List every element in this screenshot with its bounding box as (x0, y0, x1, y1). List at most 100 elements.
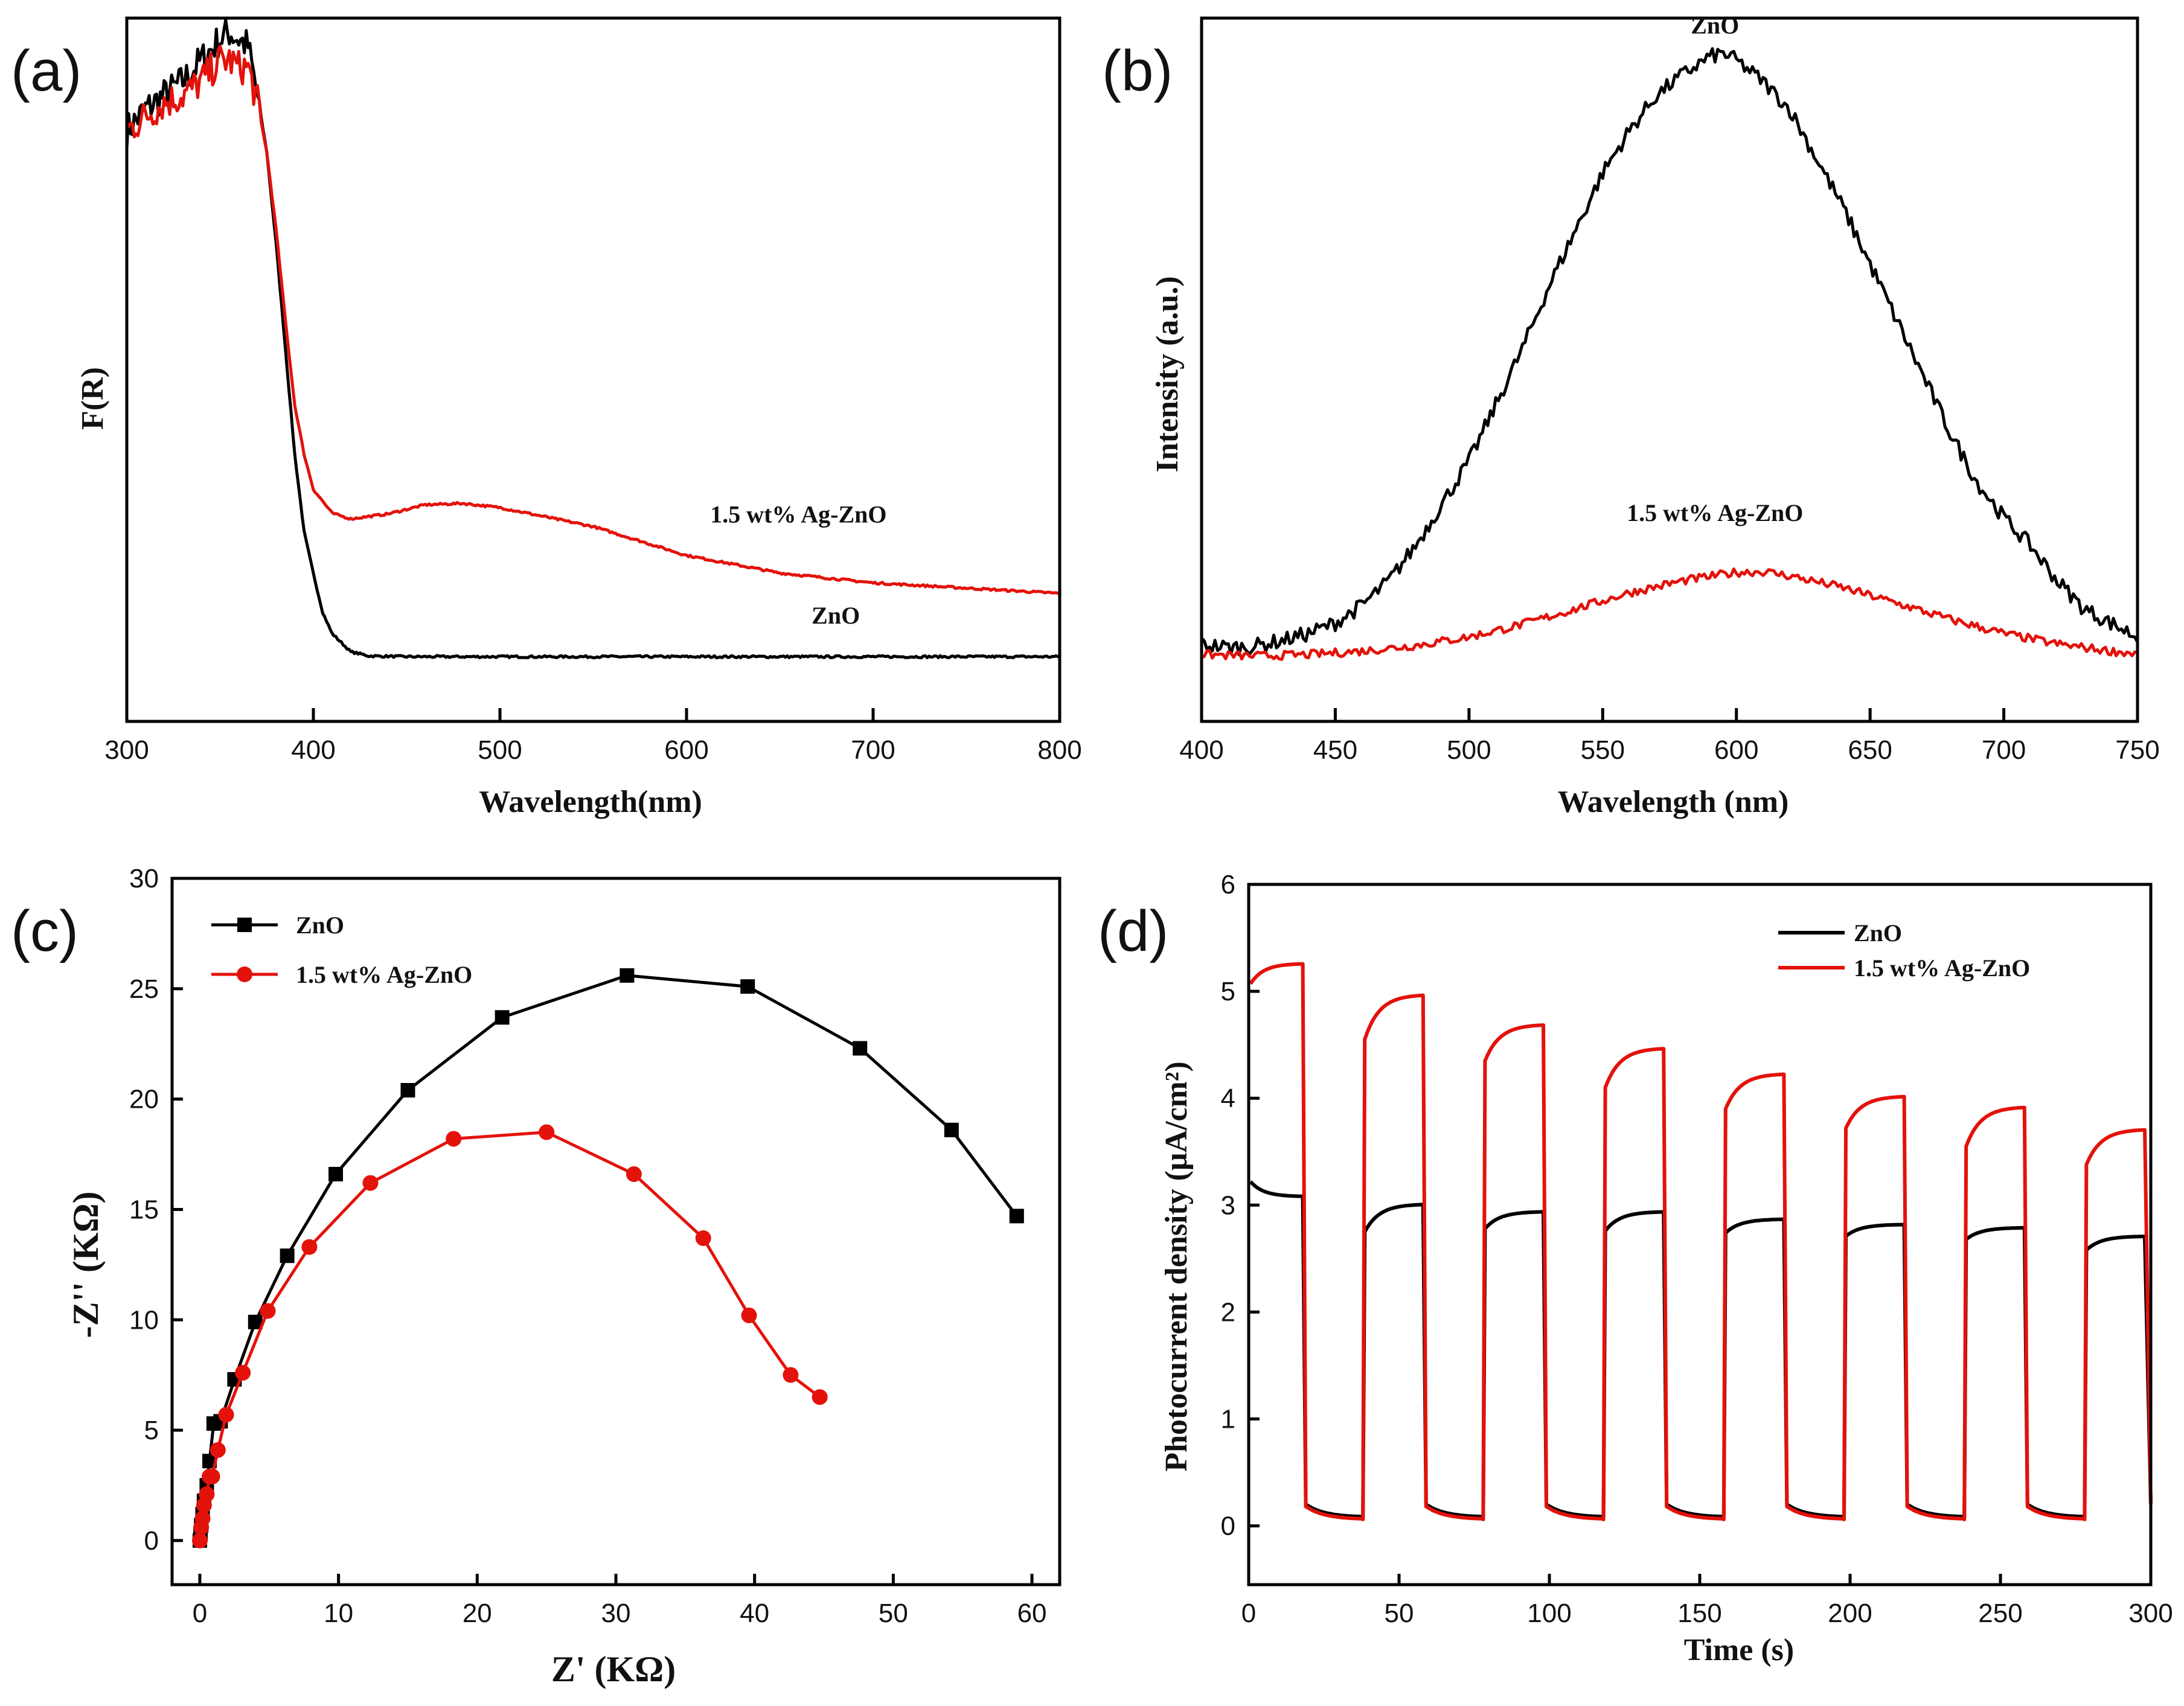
panel-c-x-tick-label: 10 (324, 1599, 353, 1628)
panel-d-x-tick-label: 150 (1677, 1599, 1721, 1628)
panel-d-letter: (d) (1098, 899, 1168, 963)
panel-d-legend: ZnO 1.5 wt% Ag-ZnO (1778, 919, 2030, 982)
legend-label-ag-zno: 1.5 wt% Ag-ZnO (1854, 954, 2030, 982)
panel-c-y-ticks: 0 5 10 15 20 25 30 (129, 864, 183, 1556)
panel-c-y-tick-label: 20 (129, 1085, 159, 1114)
data-point-ag-zno (191, 1532, 208, 1548)
panel-d-y-tick-label: 4 (1221, 1084, 1235, 1113)
panel-b-x-axis-label: Wavelength (nm) (1558, 785, 1789, 819)
panel-b-x-tick-label: 550 (1581, 735, 1625, 765)
data-point-ag-zno (199, 1486, 215, 1503)
panel-b-x-tick-label: 750 (2115, 735, 2159, 765)
panel-d-x-tick-label: 100 (1527, 1599, 1571, 1628)
panel-a-plot-area (125, 16, 1062, 723)
panel-b-annotation-ag-zno: 1.5 wt% Ag-ZnO (1627, 499, 1803, 526)
panel-b-x-tick-label: 500 (1447, 735, 1491, 765)
panel-d-y-tick-label: 2 (1221, 1297, 1235, 1327)
panel-b-x-tick-label: 600 (1714, 735, 1758, 765)
data-point-ag-zno (539, 1124, 555, 1140)
panel-b-annotation-zno: ZnO (1691, 12, 1739, 39)
panel-c-y-tick-label: 15 (129, 1195, 159, 1224)
panel-d-y-tick-label: 6 (1221, 870, 1235, 899)
data-point-zno (328, 1166, 344, 1181)
panel-a-x-tick-label: 600 (664, 735, 708, 765)
series-line-ag-zno (1249, 962, 2153, 1521)
panel-d-x-tick-label: 250 (1978, 1599, 2022, 1628)
panel-b-plot-area (1200, 16, 2139, 723)
data-point-ag-zno (194, 1510, 211, 1527)
panel-d-x-tick-label: 300 (2128, 1599, 2173, 1628)
panel-b-x-tick-label: 400 (1179, 735, 1223, 765)
panel-a-x-tick-label: 800 (1037, 735, 1081, 765)
panel-c-x-tick-label: 40 (740, 1599, 769, 1628)
panel-a-annotation-ag-zno: 1.5 wt% Ag-ZnO (710, 500, 886, 528)
panel-c-y-tick-label: 5 (144, 1416, 159, 1445)
panel-a-letter: (a) (11, 39, 82, 103)
data-point-zno (853, 1041, 868, 1056)
panel-c-x-tick-label: 50 (879, 1599, 908, 1628)
panel-a-x-tick-label: 700 (851, 735, 895, 765)
data-point-ag-zno (260, 1303, 276, 1319)
data-point-ag-zno (741, 1307, 757, 1323)
panel-d-y-tick-label: 0 (1221, 1512, 1235, 1541)
series-line-ag-zno (126, 45, 1061, 596)
data-point-zno (280, 1248, 295, 1264)
panel-d-x-tick-label: 50 (1385, 1599, 1414, 1628)
panel-b-x-tick-label: 450 (1313, 735, 1357, 765)
data-point-ag-zno (783, 1367, 799, 1383)
panel-d-y-axis-label: Photocurrent density (μA/cm²) (1159, 1061, 1194, 1472)
panel-c-x-tick-label: 20 (463, 1599, 492, 1628)
data-point-zno (620, 968, 635, 983)
legend-label-zno: ZnO (296, 912, 344, 939)
panel-c-x-ticks: 0 10 20 30 40 50 60 (193, 1574, 1047, 1628)
panel-c: (c) 0 10 20 30 40 50 60 0 5 10 15 20 25 30 Z' (KΩ) -… (11, 864, 1062, 1689)
data-point-ag-zno (210, 1442, 226, 1458)
legend-label-ag-zno: 1.5 wt% Ag-ZnO (296, 961, 472, 988)
data-point-zno (1009, 1209, 1024, 1224)
panel-a-x-ticks: 300 400 500 600 700 800 (104, 708, 1082, 765)
panel-b-x-ticks: 400 450 500 550 600 650 700 750 (1179, 708, 2160, 765)
panel-c-y-tick-label: 10 (129, 1305, 159, 1335)
panel-a-x-axis-label: Wavelength(nm) (479, 785, 702, 819)
panel-c-x-axis-label: Z' (KΩ) (551, 1649, 676, 1689)
data-point-zno (400, 1083, 415, 1097)
data-point-zno (495, 1010, 510, 1025)
panel-a-x-tick-label: 400 (291, 735, 335, 765)
data-point-ag-zno (235, 1365, 251, 1381)
panel-c-x-tick-label: 60 (1017, 1599, 1047, 1628)
panel-c-y-tick-label: 0 (144, 1526, 159, 1556)
series-line-zno (1200, 47, 2139, 657)
panel-d-y-tick-label: 3 (1221, 1190, 1235, 1220)
panel-d-y-tick-label: 5 (1221, 977, 1235, 1006)
panel-b-x-tick-label: 700 (1982, 735, 2026, 765)
panel-b-axes-frame (1200, 16, 2139, 723)
series-line-zno (1249, 1180, 2153, 1519)
panel-a-y-axis-label: F(R) (75, 367, 110, 430)
data-point-ag-zno (446, 1131, 462, 1147)
panel-d-x-tick-label: 0 (1241, 1599, 1256, 1628)
panel-d-x-axis-label: Time (s) (1684, 1633, 1794, 1667)
panel-c-y-tick-label: 25 (129, 974, 159, 1004)
data-point-zno (740, 979, 755, 994)
panel-a-x-tick-label: 300 (104, 735, 149, 765)
legend-label-zno: ZnO (1854, 919, 1902, 947)
legend-marker-ag-zno (237, 966, 252, 982)
panel-a-x-tick-label: 500 (478, 735, 522, 765)
panel-c-y-tick-label: 30 (129, 864, 159, 893)
data-point-ag-zno (301, 1239, 318, 1255)
panel-c-x-tick-label: 0 (193, 1599, 207, 1628)
data-point-ag-zno (204, 1468, 220, 1484)
panel-b-y-axis-label: Intensity (a.u.) (1150, 276, 1185, 472)
data-point-zno (944, 1122, 959, 1137)
series-line-zno (125, 18, 1060, 660)
panel-c-plot-area (170, 877, 1062, 1586)
panel-a-axes-frame (125, 16, 1062, 723)
data-point-ag-zno (695, 1230, 711, 1246)
data-point-ag-zno (362, 1175, 379, 1191)
panel-c-letter: (c) (11, 899, 78, 963)
panel-b: (b) 400 450 500 550 600 650 700 750 Wavelength … (1102, 12, 2160, 819)
panel-a: (a) 300 400 500 600 700 800 Wavelength(nm) F(… (11, 16, 1082, 819)
panel-b-x-tick-label: 650 (1848, 735, 1892, 765)
